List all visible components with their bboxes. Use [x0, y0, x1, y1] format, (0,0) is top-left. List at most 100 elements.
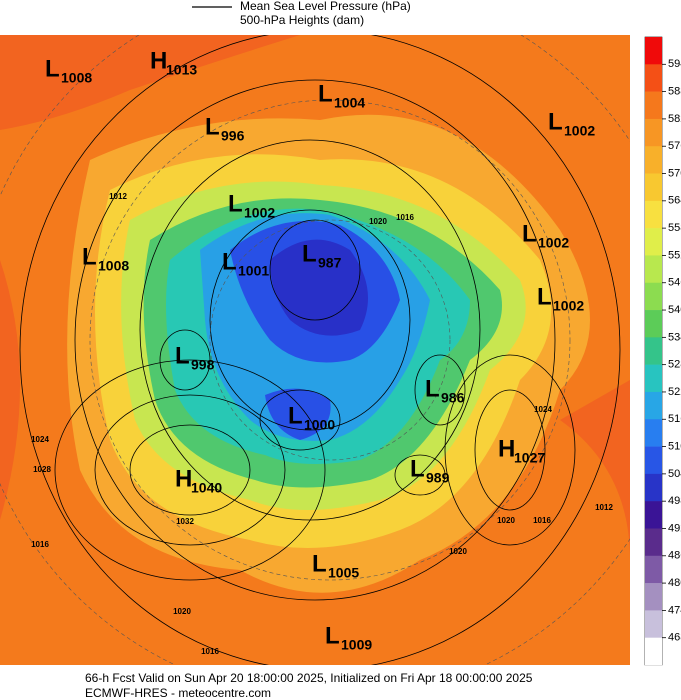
legend-text: 500-hPa Heights (dam) [240, 13, 364, 27]
colorbar-label: 516 [668, 413, 681, 425]
center-pressure: 1002 [538, 235, 569, 251]
center-symbol: L [318, 80, 333, 107]
colorbar-label: 540 [668, 304, 681, 316]
footer-text: ECMWF-HRES - meteocentre.com [85, 686, 271, 700]
colorbar-label: 510 [668, 440, 681, 452]
colorbar-bin [645, 255, 662, 284]
colorbar-label: 492 [668, 522, 681, 534]
center-pressure: 1009 [341, 637, 372, 653]
center-symbol: L [45, 55, 60, 82]
colorbar-label: 570 [668, 167, 681, 179]
center-pressure: 1001 [238, 263, 269, 279]
colorbar-bin [645, 337, 662, 365]
colorbar-label: 480 [668, 577, 681, 589]
contour-label: 1024 [534, 405, 552, 414]
center-symbol: L [410, 455, 425, 482]
footer-text: 66-h Fcst Valid on Sun Apr 20 18:00:00 2… [85, 671, 533, 685]
center-symbol: L [175, 342, 190, 369]
colorbar-bin [645, 610, 662, 638]
contour-label: 1028 [33, 465, 51, 474]
colorbar-label: 486 [668, 550, 681, 562]
center-pressure: 1027 [514, 450, 545, 466]
colorbar-bin [645, 583, 662, 611]
colorbar-bin [645, 637, 662, 666]
contour-label: 1012 [109, 192, 127, 201]
colorbar-bin [645, 419, 662, 447]
colorbar-label: 504 [668, 468, 681, 480]
colorbar-bin [645, 391, 662, 420]
colorbar-bin [645, 310, 662, 338]
contour-label: 1012 [595, 503, 613, 512]
center-symbol: L [288, 402, 303, 429]
center-pressure: 987 [318, 255, 342, 271]
center-pressure: 996 [221, 128, 245, 144]
center-symbol: L [82, 243, 97, 270]
contour-label: 1032 [176, 517, 194, 526]
colorbar-label: 564 [668, 195, 681, 207]
colorbar-bin [645, 173, 662, 202]
center-pressure: 1013 [166, 62, 197, 78]
contour-label: 1016 [31, 540, 49, 549]
colorbar-label: 468 [668, 632, 681, 644]
center-symbol: L [228, 190, 243, 217]
center-pressure: 1002 [244, 205, 275, 221]
center-pressure: 1008 [98, 258, 129, 274]
colorbar-label: 552 [668, 249, 681, 261]
center-symbol: L [312, 550, 327, 577]
colorbar-bin [645, 228, 662, 256]
legend-text: Mean Sea Level Pressure (hPa) [240, 0, 411, 13]
colorbar-bin [645, 364, 662, 393]
colorbar-bin [645, 146, 662, 174]
colorbar-label: 498 [668, 495, 681, 507]
contour-label: 1016 [201, 647, 219, 656]
center-symbol: L [302, 240, 317, 267]
center-pressure: 1000 [304, 417, 335, 433]
colorbar-label: 576 [668, 140, 681, 152]
colorbar-bin [645, 555, 662, 584]
center-symbol: L [537, 283, 552, 310]
contour-label: 1016 [396, 213, 414, 222]
center-pressure: 1004 [334, 95, 365, 111]
colorbar-bin [645, 446, 662, 475]
center-pressure: 1005 [328, 565, 359, 581]
contour-label: 1020 [449, 547, 467, 556]
center-pressure: 1002 [553, 298, 584, 314]
colorbar-label: 528 [668, 359, 681, 371]
colorbar-label: 588 [668, 86, 681, 98]
center-symbol: H [150, 47, 167, 74]
center-symbol: H [175, 465, 192, 492]
colorbar-bin [645, 473, 662, 502]
center-pressure: 986 [441, 390, 465, 406]
contour-label: 1024 [31, 435, 49, 444]
center-symbol: L [425, 375, 440, 402]
center-pressure: 989 [426, 470, 450, 486]
colorbar-bin [645, 200, 662, 229]
colorbar-bin [645, 91, 662, 120]
colorbar-label: 582 [668, 113, 681, 125]
contour-label: 1020 [497, 516, 515, 525]
colorbar-label: 522 [668, 386, 681, 398]
colorbar-label: 558 [668, 222, 681, 234]
colorbar-label: 534 [668, 331, 681, 343]
colorbar-bin [645, 64, 662, 92]
center-symbol: L [222, 248, 237, 275]
center-symbol: L [325, 622, 340, 649]
colorbar-label: 594 [668, 58, 681, 70]
contour-label: 1016 [533, 516, 551, 525]
center-symbol: L [522, 220, 537, 247]
center-pressure: 1002 [564, 123, 595, 139]
center-symbol: L [205, 113, 220, 140]
contour-label: 1020 [173, 607, 191, 616]
center-pressure: 1040 [191, 480, 222, 496]
colorbar-bin [645, 282, 662, 311]
colorbar-bin [645, 501, 662, 529]
center-pressure: 1008 [61, 70, 92, 86]
contour-label: 1020 [369, 217, 387, 226]
colorbar-label: 474 [668, 604, 681, 616]
center-symbol: H [498, 435, 515, 462]
center-symbol: L [548, 108, 563, 135]
